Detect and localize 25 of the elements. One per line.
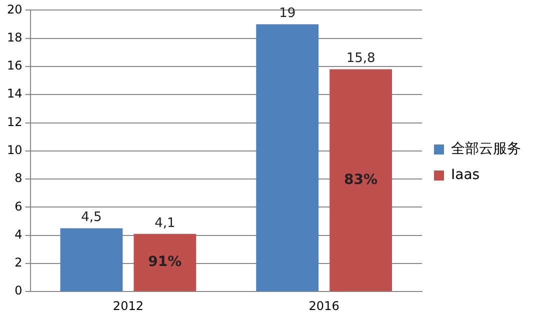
y-tick-label: 4	[14, 227, 22, 242]
annotation: 83%	[344, 172, 378, 188]
y-tick-label: 18	[6, 30, 22, 44]
y-tick-label: 0	[14, 284, 22, 298]
bar	[330, 69, 392, 292]
y-tick-label: 12	[6, 114, 22, 129]
x-tick-label: 2012	[112, 298, 144, 313]
bar	[256, 24, 319, 292]
bar	[134, 234, 196, 292]
y-tick-label: 10	[6, 143, 22, 158]
y-tick-label: 20	[6, 2, 22, 16]
data-label: 4,5	[81, 210, 102, 226]
y-tick-label: 16	[6, 58, 22, 73]
bar	[60, 228, 123, 292]
x-tick-label: 2016	[308, 298, 340, 313]
data-label: 19	[279, 6, 296, 22]
legend-label: Iaas	[451, 167, 480, 184]
y-tick-label: 14	[6, 86, 22, 101]
data-label: 15,8	[346, 51, 376, 66]
y-tick-label: 8	[14, 171, 22, 186]
legend-label: 全部云服务	[451, 141, 521, 158]
y-tick-label: 6	[14, 199, 22, 214]
data-label: 4,1	[154, 216, 176, 231]
annotation: 91%	[148, 254, 182, 270]
y-tick-label: 2	[14, 256, 22, 270]
